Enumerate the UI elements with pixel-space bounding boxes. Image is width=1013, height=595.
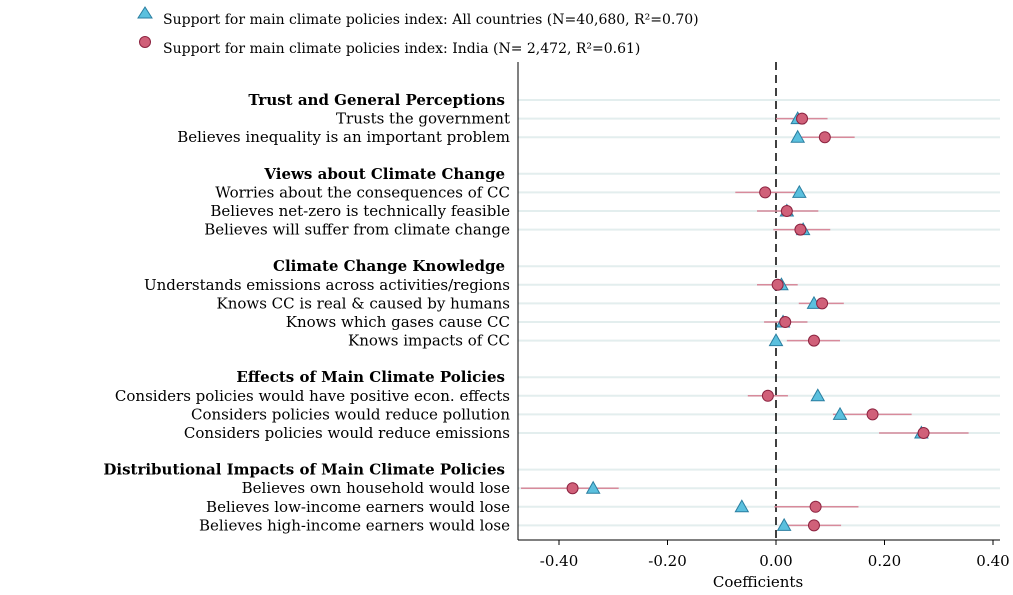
x-tick-label: 0.20 <box>868 552 901 570</box>
india-point <box>794 223 807 236</box>
india-point <box>771 278 784 291</box>
all-countries-point <box>776 517 792 531</box>
row-label: Believes high-income earners would lose <box>199 516 510 534</box>
group-title: Effects of Main Climate Policies <box>236 368 505 386</box>
india-point <box>759 186 772 199</box>
x-axis-label: Coefficients <box>713 573 803 591</box>
row-label: Knows CC is real & caused by humans <box>216 294 510 312</box>
group-title: Climate Change Knowledge <box>273 257 505 275</box>
legend: Support for main climate policies index:… <box>137 6 699 57</box>
all-countries-point <box>585 480 601 494</box>
india-point <box>780 205 793 217</box>
x-tick-label: 0.00 <box>759 552 792 570</box>
group-title: Trust and General Perceptions <box>248 91 505 109</box>
legend-label-india: Support for main climate policies index:… <box>163 41 640 57</box>
group-title: Distributional Impacts of Main Climate P… <box>103 461 505 479</box>
all-countries-point <box>810 388 826 402</box>
x-tick-label: 0.40 <box>976 552 1009 570</box>
india-point <box>866 408 879 421</box>
all-countries-point <box>790 129 806 143</box>
legend-label-all-countries: Support for main climate policies index:… <box>163 12 699 28</box>
india-point <box>807 519 820 532</box>
row-label: Knows which gases cause CC <box>286 313 510 331</box>
row-label: Believes inequality is an important prob… <box>177 128 510 146</box>
row-label: Trusts the government <box>336 110 510 128</box>
legend-entry-all: Support for main climate policies index:… <box>137 6 699 28</box>
row-label: Believes net-zero is technically feasibl… <box>210 202 510 220</box>
legend-marker-india <box>139 36 151 48</box>
india-point <box>809 500 822 513</box>
row-label: Believes low-income earners would lose <box>206 498 510 516</box>
all-countries-point <box>734 499 750 513</box>
row-label: Worries about the consequences of CC <box>215 183 510 201</box>
legend-marker-all-countries <box>137 6 153 19</box>
row-label: Understands emissions across activities/… <box>144 276 510 294</box>
india-point <box>761 389 774 402</box>
india-point <box>779 316 792 328</box>
india-point <box>566 482 579 495</box>
legend-entry-india: Support for main climate policies index:… <box>139 36 640 57</box>
row-label: Believes own household would lose <box>242 479 510 497</box>
india-point <box>818 131 831 144</box>
india-point <box>816 297 829 310</box>
all-countries-point <box>768 333 784 347</box>
group-title: Views about Climate Change <box>263 165 505 183</box>
plot-area: -0.40 -0.20 0.00 0.20 0.40 Trust and General … <box>103 62 1010 570</box>
row-label: Knows impacts of CC <box>348 332 510 350</box>
all-countries-point <box>791 184 807 198</box>
india-point <box>807 334 820 347</box>
india-point <box>796 112 809 125</box>
row-label: Considers policies would have positive e… <box>115 387 510 405</box>
x-tick-label: -0.40 <box>540 552 578 570</box>
x-tick-label: -0.20 <box>648 552 686 570</box>
all-countries-point <box>832 406 848 420</box>
india-point <box>917 427 930 439</box>
row-label: Considers policies would reduce pollutio… <box>191 405 510 423</box>
row-label: Considers policies would reduce emission… <box>184 424 510 442</box>
row-label: Believes will suffer from climate change <box>204 221 510 239</box>
